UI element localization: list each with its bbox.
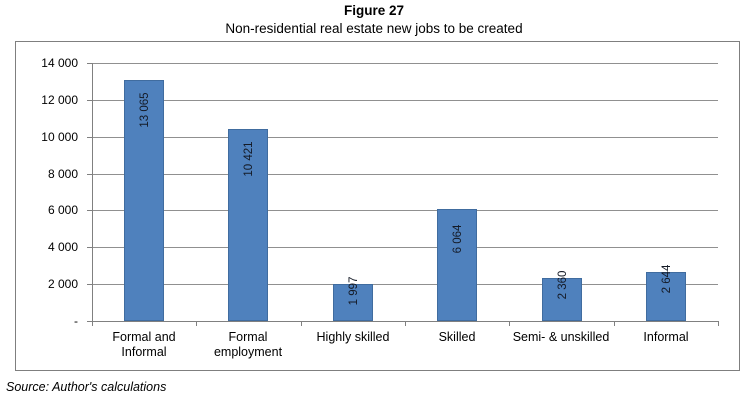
gridline bbox=[92, 247, 718, 248]
gridline bbox=[92, 63, 718, 64]
gridline bbox=[92, 100, 718, 101]
bar-formal-and-informal bbox=[124, 80, 164, 321]
x-axis-tick bbox=[509, 321, 510, 326]
category-label: Informal bbox=[643, 330, 689, 344]
bar-value-label: 2 644 bbox=[661, 264, 673, 294]
bar-skilled bbox=[437, 209, 477, 321]
y-axis-tick bbox=[87, 100, 92, 101]
category-label: Formal employment bbox=[213, 330, 283, 359]
x-axis-tick bbox=[614, 321, 615, 326]
bar-value-label: 1 997 bbox=[348, 276, 360, 306]
y-tick-label: - bbox=[74, 314, 78, 328]
y-axis-tick bbox=[87, 284, 92, 285]
y-tick-label: 14 000 bbox=[41, 56, 78, 70]
chart-plot-area: - 2 000 4 000 6 000 8 000 10 000 12 000 14 000 1… bbox=[15, 41, 740, 371]
category-label: Highly skilled bbox=[316, 330, 390, 344]
y-axis-tick bbox=[87, 63, 92, 64]
category-label: Semi- & unskilled bbox=[512, 330, 610, 344]
x-axis-tick bbox=[718, 321, 719, 326]
figure-title: Figure 27 bbox=[343, 3, 405, 18]
y-tick-label: 4 000 bbox=[47, 240, 78, 254]
y-axis-tick bbox=[87, 210, 92, 211]
bar-value-label: 13 065 bbox=[139, 92, 151, 128]
y-axis-tick bbox=[87, 137, 92, 138]
y-tick-label: 8 000 bbox=[47, 167, 78, 181]
y-axis-tick bbox=[87, 174, 92, 175]
x-axis-tick bbox=[405, 321, 406, 326]
bar-semi-unskilled bbox=[542, 278, 582, 321]
gridline bbox=[92, 137, 718, 138]
bar-formal-employment bbox=[228, 129, 268, 321]
figure-subtitle: Non-residential real estate new jobs to … bbox=[225, 21, 523, 36]
figure-header: Figure 27 Non-residential real estate ne… bbox=[0, 2, 748, 37]
x-axis-tick bbox=[92, 321, 93, 326]
x-axis-tick bbox=[196, 321, 197, 326]
y-tick-label: 12 000 bbox=[41, 93, 78, 107]
y-tick-label: 6 000 bbox=[47, 203, 78, 217]
y-axis-tick bbox=[87, 247, 92, 248]
gridline bbox=[92, 174, 718, 175]
x-axis-tick bbox=[301, 321, 302, 326]
y-axis-tick bbox=[87, 321, 92, 322]
y-tick-label: 10 000 bbox=[41, 130, 78, 144]
gridline bbox=[92, 210, 718, 211]
bar-informal bbox=[646, 272, 686, 321]
gridline bbox=[92, 284, 718, 285]
category-label: Skilled bbox=[438, 330, 476, 344]
y-tick-label: 2 000 bbox=[47, 277, 78, 291]
bar-value-label: 2 360 bbox=[557, 270, 569, 300]
source-note: Source: Author's calculations bbox=[6, 380, 167, 394]
y-axis-line bbox=[92, 63, 93, 321]
bar-value-label: 10 421 bbox=[243, 141, 255, 177]
category-label: Formal and Informal bbox=[112, 330, 176, 359]
bar-highly-skilled bbox=[333, 284, 373, 321]
bar-value-label: 6 064 bbox=[452, 224, 464, 254]
